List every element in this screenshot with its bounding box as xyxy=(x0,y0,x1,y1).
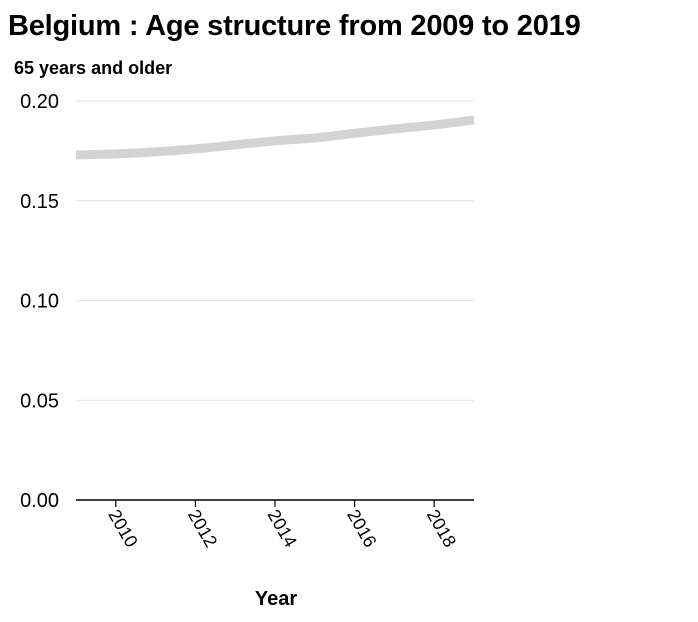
x-tick-label: 2012 xyxy=(184,506,221,551)
series-line xyxy=(75,115,475,160)
y-tick-labels: 0.00 0.05 0.10 0.15 0.20 xyxy=(20,91,59,512)
y-tick-label: 0.00 xyxy=(20,490,59,512)
x-tick-label: 2010 xyxy=(104,506,141,551)
series-group xyxy=(75,115,475,160)
y-axis-label: 65 years and older xyxy=(14,58,173,78)
x-tick-label: 2018 xyxy=(423,506,460,551)
x-tick-label: 2014 xyxy=(264,506,301,551)
y-tick-label: 0.05 xyxy=(20,390,59,412)
chart-title: Belgium : Age structure from 2009 to 201… xyxy=(8,10,581,42)
gridlines xyxy=(76,100,474,401)
y-tick-label: 0.20 xyxy=(20,91,59,113)
y-tick-label: 0.10 xyxy=(20,291,59,313)
y-tick-label: 0.15 xyxy=(20,191,59,213)
x-axis: 2010 2012 2014 2016 2018 xyxy=(76,499,474,551)
x-tick-label: 2016 xyxy=(343,506,380,551)
x-axis-label: Year xyxy=(254,588,298,610)
